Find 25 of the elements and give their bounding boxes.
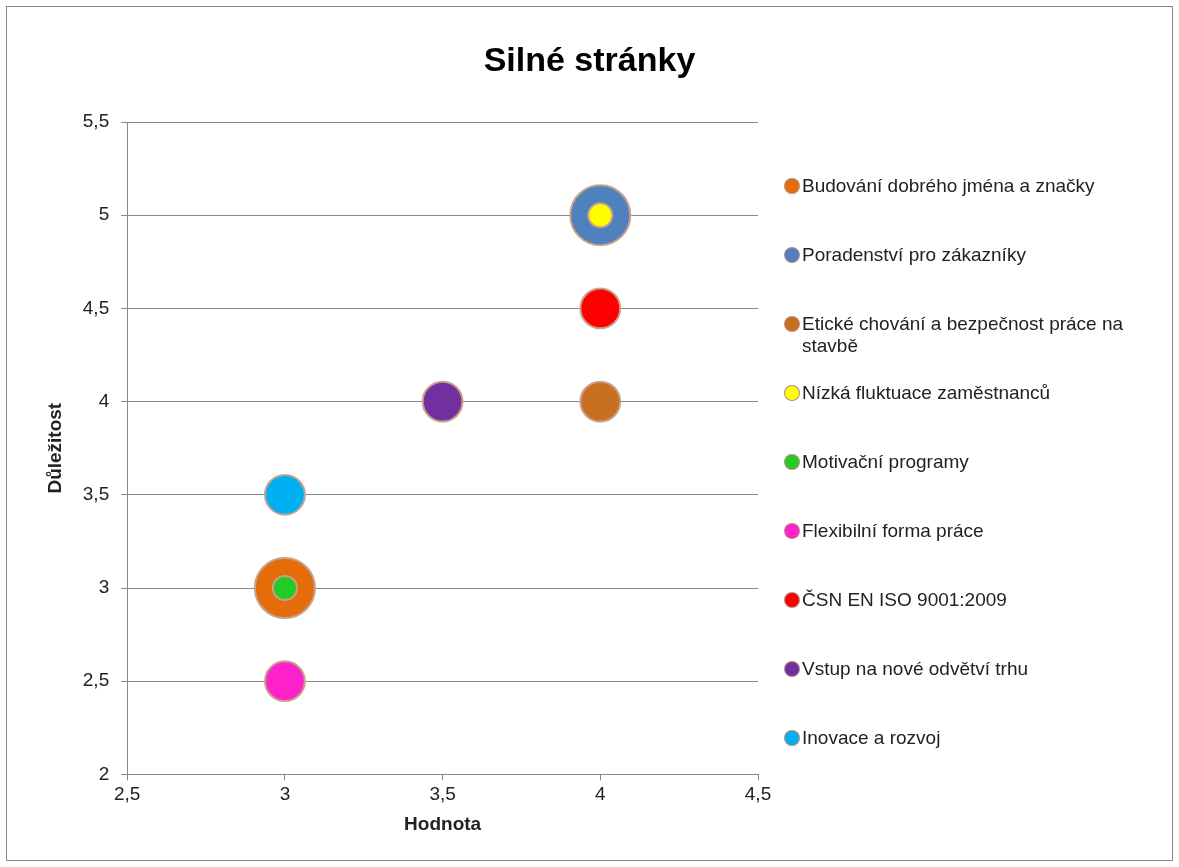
- chart-title: Silné stránky: [482, 40, 697, 79]
- y-tick-label: 4: [98, 389, 110, 411]
- y-tick-label: 5,5: [82, 110, 110, 132]
- y-tick-label: 4,5: [82, 296, 110, 318]
- y-tick-label: 2: [98, 762, 110, 784]
- x-tick-label: 2,5: [114, 783, 141, 805]
- x-tick-label: 4,5: [744, 783, 772, 805]
- legend-label: Vstup na nové odvětví trhu: [802, 658, 1029, 680]
- legend-label: Nízká fluktuace zaměstnanců: [802, 382, 1051, 404]
- y-tick-label: 5: [98, 203, 110, 225]
- legend-label: Poradenství pro zákazníky: [802, 244, 1026, 266]
- legend-label: Budování dobrého jména a značky: [802, 175, 1095, 197]
- x-axis-title: Hodnota: [404, 812, 482, 834]
- y-tick-label: 2,5: [82, 669, 110, 691]
- y-axis-title: Důležitost: [43, 402, 65, 494]
- legend-label: ČSN EN ISO 9001:2009: [802, 589, 1007, 611]
- legend-label: Motivační programy: [802, 451, 969, 473]
- legend-label: Flexibilní forma práce: [802, 520, 984, 542]
- x-tick-label: 3,5: [429, 783, 456, 805]
- x-tick-label: 4: [595, 783, 607, 805]
- legend-label: Inovace a rozvoj: [802, 727, 941, 749]
- y-tick-label: 3,5: [82, 483, 110, 505]
- legend-label: Etické chování a bezpečnost práce na stavbě: [802, 313, 1125, 357]
- x-tick-label: 3: [279, 783, 291, 805]
- y-tick-label: 3: [98, 576, 110, 598]
